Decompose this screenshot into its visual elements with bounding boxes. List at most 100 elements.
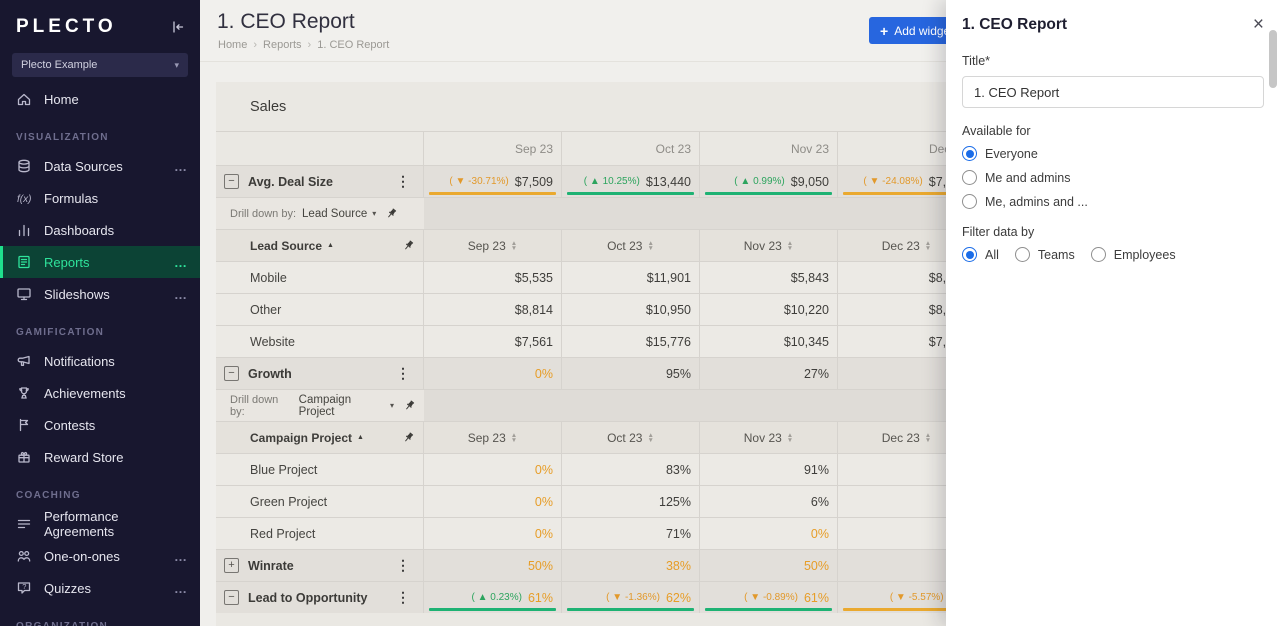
subtable-column-header[interactable]: Nov 23 ▲ ▼ <box>700 230 838 261</box>
breadcrumb-item[interactable]: Reports <box>263 39 302 51</box>
column-header[interactable]: Nov 23 <box>700 132 838 165</box>
sort-icon: ▲ ▼ <box>786 431 794 444</box>
radio-everyone[interactable]: Everyone <box>962 146 1264 161</box>
sidebar-item-reward-store[interactable]: Reward Store <box>0 441 200 473</box>
kebab-menu-icon[interactable]: ⋮ <box>396 173 410 189</box>
radio-all[interactable]: All <box>962 247 999 262</box>
change-badge: ( ▼ -5.57%) <box>889 592 944 603</box>
sidebar-item-dashboards[interactable]: Dashboards <box>0 214 200 246</box>
subtable-column-header[interactable]: Sep 23 ▲ ▼ <box>424 422 562 453</box>
collapse-icon[interactable]: − <box>224 174 239 189</box>
panel-header: 1. CEO Report × <box>962 0 1264 38</box>
target-bar <box>843 608 970 611</box>
svg-text:?: ? <box>22 582 26 591</box>
sidebar-item-achievements[interactable]: Achievements <box>0 377 200 409</box>
subtable-header-row: Lead Source ▲ Sep 23 ▲ ▼ Oct 23 ▲ ▼ Nov 23 ▲ ▼ Dec … <box>216 229 976 261</box>
sidebar-item-performance-agreements[interactable]: Performance Agreements <box>0 508 200 540</box>
radio-me-admins-and[interactable]: Me, admins and ... <box>962 194 1264 209</box>
metric-label-cell: − Growth ⋮ <box>216 358 424 389</box>
flag-icon <box>16 417 32 433</box>
metric-label: Lead to Opportunity <box>248 590 368 605</box>
panel-scrollbar[interactable] <box>1269 30 1277 88</box>
metric-value: 50% <box>527 558 553 573</box>
dashboard-icon <box>16 222 32 238</box>
sidebar-item-home[interactable]: Home <box>0 83 200 115</box>
radio-employees[interactable]: Employees <box>1090 247 1176 262</box>
radio-icon <box>962 194 977 209</box>
sidebar-item-label: Slideshows <box>44 286 110 302</box>
nav-section-coaching: COACHING <box>16 490 81 501</box>
kebab-menu-icon[interactable]: ⋮ <box>396 557 410 573</box>
sidebar-item-formulas[interactable]: f(x) Formulas <box>0 182 200 214</box>
formula-icon: f(x) <box>16 190 32 206</box>
pin-icon[interactable] <box>385 207 398 220</box>
collapse-sidebar-icon[interactable] <box>170 19 186 35</box>
row-label: Mobile <box>216 262 424 293</box>
subtable-column-header[interactable]: Nov 23 ▲ ▼ <box>700 422 838 453</box>
sidebar-item-one-on-ones[interactable]: One-on-ones… <box>0 540 200 572</box>
expand-icon[interactable]: + <box>224 558 239 573</box>
sidebar-item-quizzes[interactable]: ? Quizzes… <box>0 572 200 604</box>
sidebar-item-slideshows[interactable]: Slideshows … <box>0 278 200 310</box>
close-icon[interactable]: × <box>1252 14 1264 35</box>
radio-teams[interactable]: Teams <box>1014 247 1075 262</box>
metric-value-cell: 38% <box>562 550 700 581</box>
change-badge: ( ▼ -24.08%) <box>863 176 923 187</box>
kebab-menu-icon[interactable]: ⋮ <box>396 365 410 381</box>
column-header[interactable]: Oct 23 <box>562 132 700 165</box>
sort-icon: ▲ ▼ <box>786 239 794 252</box>
radio-me-and-admins[interactable]: Me and admins <box>962 170 1264 185</box>
organization-selector[interactable]: Plecto Example ▾ <box>12 53 188 77</box>
subtable-label-header[interactable]: Campaign Project ▲ <box>216 422 424 453</box>
metric-value: 50% <box>803 558 829 573</box>
drilldown-select[interactable]: Campaign Project ▾ <box>298 393 394 418</box>
plecto-logo: PLECTO <box>16 16 117 37</box>
radio-label: Employees <box>1113 247 1176 262</box>
radio-label: All <box>985 247 999 262</box>
subtable-label-header[interactable]: Lead Source ▲ <box>216 230 424 261</box>
report-settings-panel: 1. CEO Report × Title* Available for Eve… <box>946 0 1280 626</box>
pin-icon[interactable] <box>403 399 416 412</box>
row-label: Website <box>216 326 424 357</box>
metric-value-cell: ( ▲ 0.23%) 61% <box>424 582 562 613</box>
sidebar-item-reports[interactable]: Reports… <box>0 246 200 278</box>
collapse-icon[interactable]: − <box>224 366 239 381</box>
pin-icon[interactable] <box>402 431 415 444</box>
more-icon[interactable]: … <box>174 254 188 270</box>
sidebar-nav: Home VISUALIZATION Data Sources … f(x) Formul… <box>0 83 200 626</box>
quiz-icon: ? <box>16 580 32 596</box>
value-cell: $10,220 <box>700 294 838 325</box>
kebab-menu-icon[interactable]: ⋮ <box>396 589 410 605</box>
sidebar-item-data-sources[interactable]: Data Sources … <box>0 150 200 182</box>
target-bar <box>843 192 970 195</box>
metric-value: 27% <box>803 366 829 381</box>
more-icon[interactable]: … <box>174 158 188 174</box>
sidebar-item-contests[interactable]: Contests <box>0 409 200 441</box>
available-for-radio-group: Everyone Me and admins Me, admins and ... <box>962 146 1264 209</box>
metric-row: −Growth⋮0%95%27%– <box>216 357 976 389</box>
home-icon <box>16 91 32 107</box>
subtable-column-header[interactable]: Oct 23 ▲ ▼ <box>562 422 700 453</box>
label-column-header <box>216 132 424 165</box>
subtable-header-row: Campaign Project ▲ Sep 23 ▲ ▼ Oct 23 ▲ ▼ Nov 23 ▲… <box>216 421 976 453</box>
drilldown-select[interactable]: Lead Source ▾ <box>302 207 377 220</box>
sort-icon: ▲ ▼ <box>924 431 932 444</box>
subtable-column-header[interactable]: Sep 23 ▲ ▼ <box>424 230 562 261</box>
change-badge: ( ▲ 0.23%) <box>471 592 522 603</box>
column-header[interactable]: Sep 23 <box>424 132 562 165</box>
organization-name: Plecto Example <box>21 59 98 71</box>
sidebar-item-label: Data Sources <box>44 158 123 174</box>
pin-icon[interactable] <box>402 239 415 252</box>
metric-label: Growth <box>248 366 292 381</box>
more-icon[interactable]: … <box>174 286 188 302</box>
drilldown-row: Drill down by: Lead Source ▾ <box>216 197 976 229</box>
subtable-column-header[interactable]: Oct 23 ▲ ▼ <box>562 230 700 261</box>
more-icon[interactable]: … <box>174 580 188 596</box>
sidebar-item-notifications[interactable]: Notifications <box>0 345 200 377</box>
breadcrumb-item[interactable]: Home <box>218 39 248 51</box>
title-input[interactable] <box>962 76 1264 108</box>
more-icon[interactable]: … <box>174 548 188 564</box>
sidebar-item-label: Home <box>44 91 79 107</box>
collapse-icon[interactable]: − <box>224 590 239 605</box>
